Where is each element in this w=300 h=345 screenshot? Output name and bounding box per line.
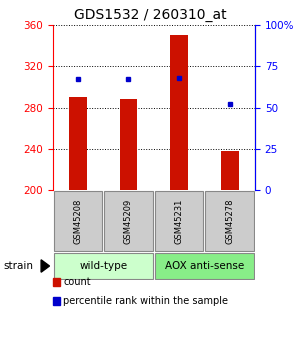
Text: percentile rank within the sample: percentile rank within the sample bbox=[63, 296, 228, 306]
FancyBboxPatch shape bbox=[155, 253, 254, 279]
Polygon shape bbox=[41, 260, 50, 272]
FancyBboxPatch shape bbox=[155, 191, 203, 251]
Text: GSM45231: GSM45231 bbox=[175, 198, 184, 244]
FancyBboxPatch shape bbox=[104, 191, 153, 251]
Bar bbox=[221, 151, 238, 190]
Text: AOX anti-sense: AOX anti-sense bbox=[165, 261, 244, 271]
FancyBboxPatch shape bbox=[53, 253, 153, 279]
Text: strain: strain bbox=[3, 261, 33, 271]
Bar bbox=[170, 35, 188, 190]
Bar bbox=[120, 99, 137, 190]
Text: GSM45209: GSM45209 bbox=[124, 198, 133, 244]
Text: wild-type: wild-type bbox=[79, 261, 127, 271]
Text: GSM45278: GSM45278 bbox=[225, 198, 234, 244]
Text: GDS1532 / 260310_at: GDS1532 / 260310_at bbox=[74, 8, 226, 21]
Text: count: count bbox=[63, 277, 91, 287]
FancyBboxPatch shape bbox=[53, 191, 102, 251]
FancyBboxPatch shape bbox=[206, 191, 254, 251]
Bar bbox=[69, 97, 87, 190]
Text: GSM45208: GSM45208 bbox=[73, 198, 82, 244]
